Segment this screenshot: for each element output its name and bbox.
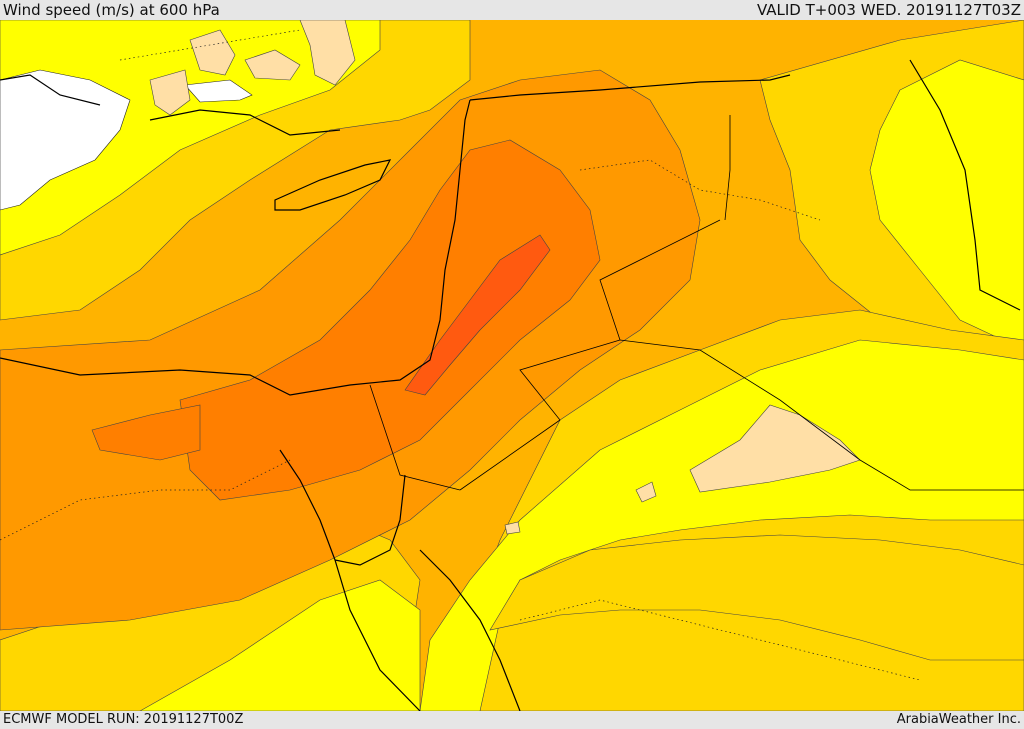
layer-white-nw2 [184, 79, 253, 103]
credit: ArabiaWeather Inc. [896, 712, 1021, 727]
layer-pale-nw3 [299, 20, 356, 86]
map-title: Wind speed (m/s) at 600 hPa [3, 1, 220, 19]
layer-pale-nw1 [189, 29, 236, 76]
layer-pale-nw4 [149, 69, 191, 116]
header-bar: Wind speed (m/s) at 600 hPa VALID T+003 … [0, 0, 1024, 20]
layer-red-orange [404, 234, 551, 396]
layer-yellow-e [419, 339, 1024, 711]
layer-yellow-ne [869, 59, 1024, 351]
coastlines [0, 59, 1021, 711]
admin-borders [0, 29, 921, 681]
layer-white-nw [0, 69, 131, 211]
layer-yellow-sw [139, 579, 421, 711]
wind-speed-map[interactable] [0, 20, 1024, 711]
layer-dark-orange [179, 139, 601, 501]
valid-time: VALID T+003 WED. 20191127T03Z [756, 1, 1021, 19]
footer-bar: ECMWF MODEL RUN: 20191127T00Z ArabiaWeat… [0, 711, 1024, 729]
layer-pale-e [689, 404, 861, 493]
layer-dark-orange-west [91, 404, 201, 461]
political-borders [369, 115, 1024, 491]
layer-pale-nw2 [244, 49, 301, 81]
layer-gold-se-band [489, 534, 1024, 661]
layer-pale-dot1 [635, 481, 657, 503]
layer-pale-dot2 [504, 521, 521, 535]
model-run: ECMWF MODEL RUN: 20191127T00Z [3, 712, 244, 727]
